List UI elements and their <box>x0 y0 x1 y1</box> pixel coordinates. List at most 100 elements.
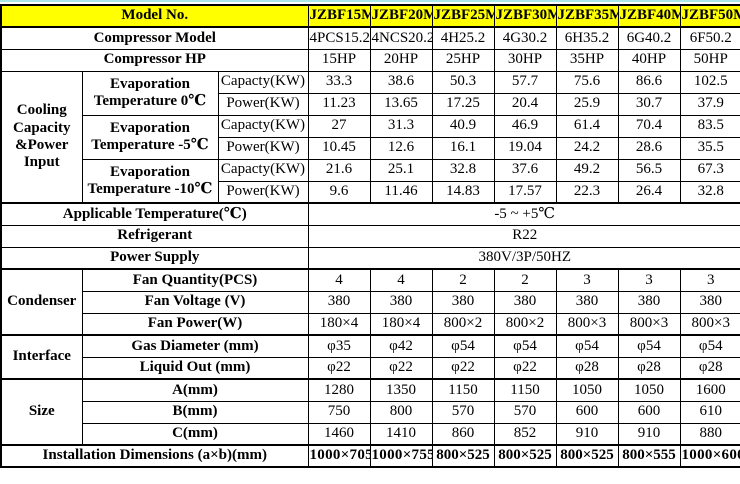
data-cell: 800 <box>369 400 433 424</box>
data-cell: 1050 <box>555 378 619 402</box>
data-cell: 1460 <box>307 422 371 446</box>
data-cell: 800×525 <box>555 444 619 468</box>
data-cell: 31.3 <box>369 114 433 138</box>
data-cell: 380 <box>369 290 433 314</box>
data-cell: 570 <box>493 400 557 424</box>
header-row: Model No. JZBF15M JZBF20M JZBF25M JZBF30… <box>0 4 740 28</box>
data-cell: 40HP <box>617 48 681 72</box>
power-label: Power(KW) <box>217 92 309 116</box>
data-cell: 1350 <box>369 378 433 402</box>
data-cell: φ54 <box>679 334 740 358</box>
data-cell: φ42 <box>369 334 433 358</box>
data-cell: 6H35.2 <box>555 26 619 50</box>
data-cell: 860 <box>431 422 495 446</box>
power-label: Power(KW) <box>217 180 309 204</box>
condenser-fan-power-row: Fan Power(W) 180×4 180×4 800×2 800×2 800… <box>1 312 740 336</box>
cooling-power-neg10-row: Power(KW) 9.6 11.46 14.83 17.57 22.3 26.… <box>1 180 740 204</box>
data-cell: 380 <box>617 290 681 314</box>
condenser-fan-quantity-row: Condenser Fan Quantity(PCS) 4 4 2 2 3 3 … <box>0 268 740 336</box>
row-label: Fan Power(W) <box>81 312 309 336</box>
data-cell: 14.83 <box>431 180 495 204</box>
cooling-capacity-neg10-row: Evaporation Temperature -10℃ Capacty(KW)… <box>1 158 740 204</box>
data-cell: 4H25.2 <box>431 26 495 50</box>
data-cell: 37.6 <box>493 158 557 182</box>
model-no-header: Model No. <box>0 4 309 28</box>
size-b-row: B(mm) 750 800 570 570 600 600 610 <box>1 400 740 424</box>
model-column-header: JZBF50M <box>679 4 740 28</box>
data-cell: 35HP <box>555 48 619 72</box>
model-column-header: JZBF15M <box>307 4 371 28</box>
data-cell: 380 <box>493 290 557 314</box>
data-cell: 880 <box>679 422 740 446</box>
data-cell: φ35 <box>307 334 371 358</box>
data-cell: 56.5 <box>617 158 681 182</box>
data-cell: 180×4 <box>369 312 433 336</box>
model-column-header: JZBF30M <box>493 4 557 28</box>
data-cell: 38.6 <box>369 70 433 94</box>
data-cell: 86.6 <box>617 70 681 94</box>
data-cell: 4 <box>369 268 433 292</box>
capacity-label: Capacty(KW) <box>217 70 309 94</box>
data-cell: 12.6 <box>369 136 433 160</box>
data-cell: R22 <box>307 224 740 248</box>
data-cell: 1000×755 <box>369 444 433 468</box>
data-cell: 37.9 <box>679 92 740 116</box>
data-cell: 10.45 <box>307 136 371 160</box>
data-cell: 19.04 <box>493 136 557 160</box>
power-supply-row: Power Supply 380V/3P/50HZ <box>0 246 740 270</box>
data-cell: 70.4 <box>617 114 681 138</box>
data-cell: 750 <box>307 400 371 424</box>
data-cell: 6G40.2 <box>617 26 681 50</box>
data-cell: 1600 <box>679 378 740 402</box>
data-cell: 180×4 <box>307 312 371 336</box>
power-label: Power(KW) <box>217 136 309 160</box>
data-cell: 380 <box>555 290 619 314</box>
row-label: C(mm) <box>81 422 309 446</box>
data-cell: 3 <box>679 268 740 292</box>
data-cell: 28.6 <box>617 136 681 160</box>
data-cell: 24.2 <box>555 136 619 160</box>
data-cell: 11.46 <box>369 180 433 204</box>
row-label: Compressor HP <box>0 48 309 72</box>
data-cell: 570 <box>431 400 495 424</box>
data-cell: 800×2 <box>431 312 495 336</box>
data-cell: 15HP <box>307 48 371 72</box>
installation-dimensions-row: Installation Dimensions (a×b)(mm) 1000×7… <box>0 444 740 468</box>
row-label: Applicable Temperature(℃) <box>0 202 309 226</box>
data-cell: 49.2 <box>555 158 619 182</box>
data-cell: 4NCS20.2 <box>369 26 433 50</box>
data-cell: 600 <box>617 400 681 424</box>
data-cell: 25HP <box>431 48 495 72</box>
model-column-header: JZBF40M <box>617 4 681 28</box>
compressor-model-row: Compressor Model 4PCS15.2 4NCS20.2 4H25.… <box>0 26 740 50</box>
data-cell: 610 <box>679 400 740 424</box>
data-cell: 50.3 <box>431 70 495 94</box>
data-cell: 16.1 <box>431 136 495 160</box>
data-cell: 17.57 <box>493 180 557 204</box>
model-column-header: JZBF35M <box>555 4 619 28</box>
data-cell: 910 <box>617 422 681 446</box>
data-cell: 40.9 <box>431 114 495 138</box>
data-cell: 33.3 <box>307 70 371 94</box>
condenser-fan-voltage-row: Fan Voltage (V) 380 380 380 380 380 380 … <box>1 290 740 314</box>
compressor-hp-row: Compressor HP 15HP 20HP 25HP 30HP 35HP 4… <box>0 48 740 72</box>
data-cell: 30.7 <box>617 92 681 116</box>
interface-liquid-out-row: Liquid Out (mm) φ22 φ22 φ22 φ22 φ28 φ28 … <box>1 356 740 380</box>
data-cell: 67.3 <box>679 158 740 182</box>
data-cell: φ54 <box>555 334 619 358</box>
data-cell: 4 <box>307 268 371 292</box>
data-cell: φ28 <box>617 356 681 380</box>
data-cell: 2 <box>493 268 557 292</box>
cooling-capacity-0-row: Cooling Capacity &Power Input Evaporatio… <box>0 70 740 204</box>
data-cell: 800×3 <box>617 312 681 336</box>
data-cell: 380 <box>307 290 371 314</box>
data-cell: φ54 <box>431 334 495 358</box>
evaporation-temp-neg5-label: Evaporation Temperature -5℃ <box>81 114 219 160</box>
data-cell: 600 <box>555 400 619 424</box>
data-cell: 800×525 <box>431 444 495 468</box>
data-cell: -5 ~ +5℃ <box>307 202 740 226</box>
row-label: Power Supply <box>0 246 309 270</box>
data-cell: φ22 <box>431 356 495 380</box>
capacity-label: Capacty(KW) <box>217 158 309 182</box>
